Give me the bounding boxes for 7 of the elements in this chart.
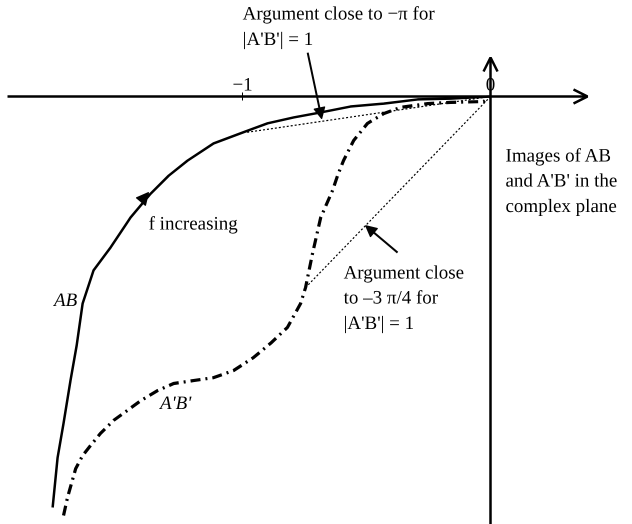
annotation: Argument close to –3 π/4 for |A'B'| = 1 (344, 262, 464, 334)
x-tick-label: −1 (232, 74, 253, 96)
annotation: f increasing (148, 213, 238, 234)
annotation: Argument close to −π for |A'B'| = 1 (242, 4, 436, 50)
series-label: AB (52, 290, 78, 311)
series-label: A'B' (158, 393, 192, 414)
annotation: Images of AB and A'B' in the complex plane (506, 146, 618, 217)
